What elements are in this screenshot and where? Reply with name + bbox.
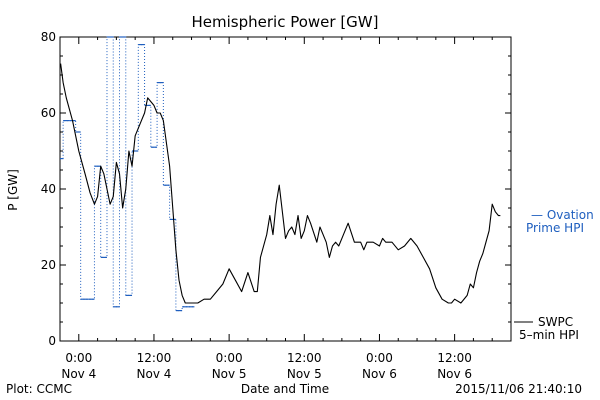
x-tick-label-time: 0:00 (65, 351, 92, 365)
x-tick-label-time: 0:00 (366, 351, 393, 365)
legend-swpc-line1: SWPC (538, 315, 573, 329)
x-axis-label: Date and Time (241, 382, 329, 396)
x-tick-label-date: Nov 5 (212, 367, 247, 381)
y-tick-label: 80 (41, 30, 56, 44)
x-tick-label-time: 12:00 (287, 351, 322, 365)
x-tick-label-time: 12:00 (137, 351, 172, 365)
x-tick-label-date: Nov 6 (362, 367, 397, 381)
series-ovation-prime-hpi (60, 36, 195, 312)
legend-ovation-line1: — Ovation (531, 208, 594, 222)
x-tick-label-date: Nov 5 (287, 367, 322, 381)
x-tick-label-time: 12:00 (437, 351, 472, 365)
chart-title: Hemispheric Power [GW] (192, 13, 379, 31)
y-axis: 0 20 40 60 80 (41, 30, 511, 348)
series-swpc-hpi (60, 63, 501, 304)
y-tick-label: 20 (41, 258, 56, 272)
x-tick-label-time: 0:00 (216, 351, 243, 365)
x-tick-label-date: Nov 4 (61, 367, 96, 381)
legend-ovation-dash: — (531, 208, 543, 222)
y-axis-label: P [GW] (6, 169, 20, 211)
timestamp: 2015/11/06 21:40:10 (455, 382, 582, 396)
x-tick-label-date: Nov 4 (137, 367, 172, 381)
plot-credit: Plot: CCMC (6, 382, 72, 396)
swpc-line (60, 63, 501, 304)
legend-swpc-line2: 5–min HPI (519, 328, 579, 342)
x-axis: 0:00 Nov 4 12:00 Nov 4 0:00 Nov 5 12:00 Nov 5 0:… (59, 37, 512, 381)
legend: — Ovation Prime HPI SWPC 5–min HPI (514, 208, 594, 342)
y-tick-label: 40 (41, 182, 56, 196)
legend-ovation-line2: Prime HPI (526, 221, 584, 235)
y-tick-label: 60 (41, 106, 56, 120)
y-tick-label: 0 (48, 334, 56, 348)
legend-ovation-text: Ovation (547, 208, 594, 222)
x-tick-label-date: Nov 6 (437, 367, 472, 381)
